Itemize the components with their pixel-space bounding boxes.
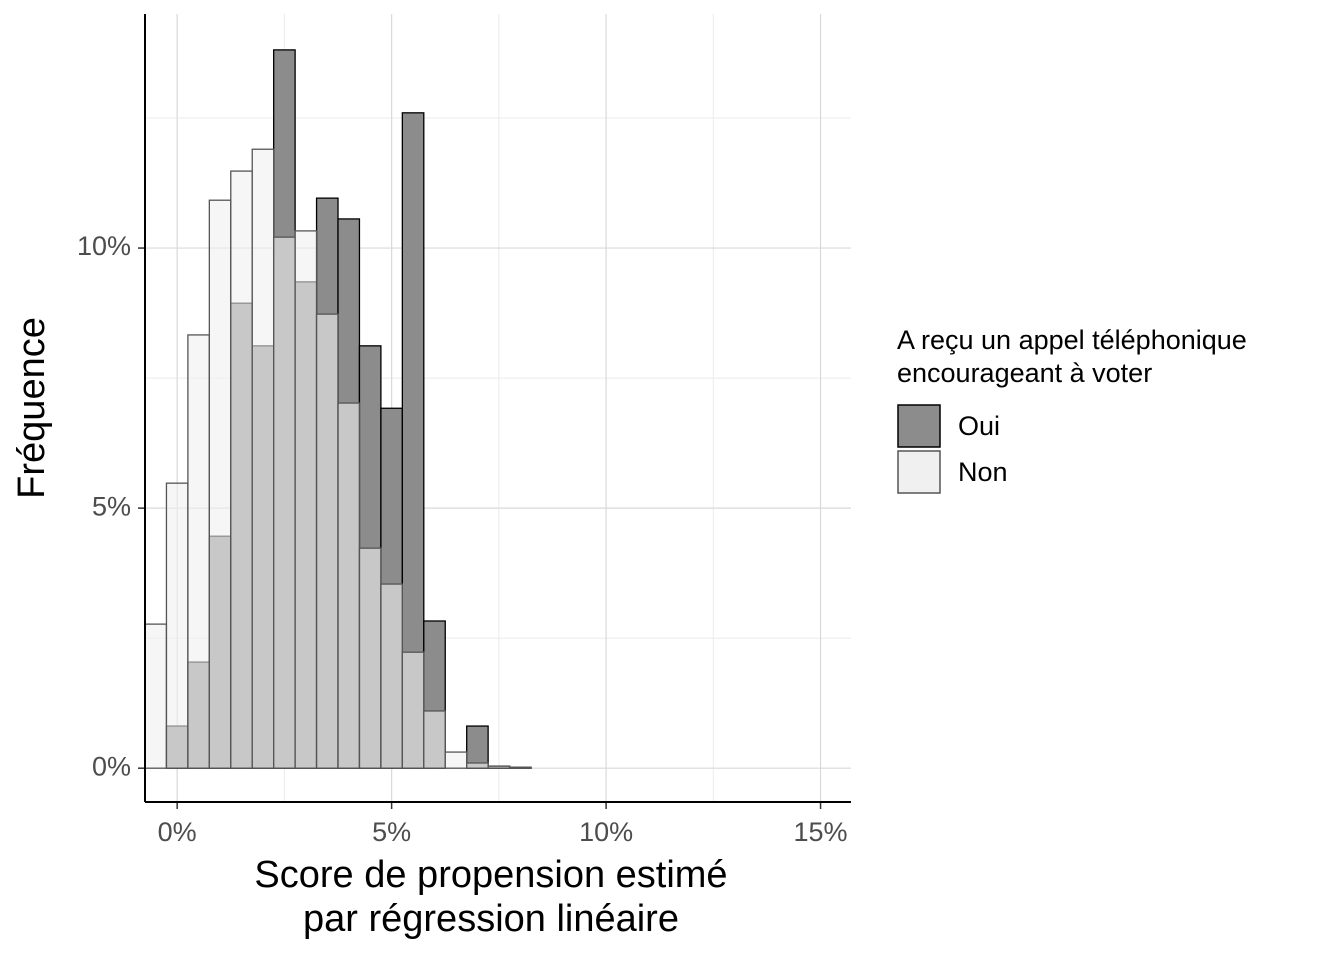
histogram-bar — [423, 710, 446, 769]
histogram-bar — [487, 765, 511, 769]
y-tick-label: 10% — [77, 231, 131, 261]
histogram-bar — [358, 547, 382, 769]
histogram-bar — [466, 725, 489, 769]
histogram-bar — [187, 334, 210, 769]
histogram-bar — [337, 402, 361, 769]
x-tick-label: 5% — [372, 817, 411, 847]
histogram-bar — [444, 751, 468, 769]
x-axis-title: par régression linéaire — [303, 898, 679, 940]
y-tick-label: 5% — [92, 491, 131, 521]
histogram-bar — [380, 583, 404, 769]
legend-title: encourageant à voter — [897, 358, 1152, 388]
histogram-bar — [273, 236, 296, 769]
legend-label: Non — [958, 457, 1008, 487]
histogram-bar — [315, 313, 339, 769]
y-axis-title: Fréquence — [11, 317, 53, 499]
histogram-bar — [401, 651, 425, 769]
legend-label: Oui — [958, 411, 1000, 441]
histogram-bar — [165, 482, 189, 769]
x-tick-label: 15% — [794, 817, 848, 847]
histogram-bar — [208, 199, 232, 769]
histogram-bar — [294, 230, 318, 769]
histogram-bar — [508, 766, 532, 769]
x-axis-title: Score de propension estimé — [254, 854, 727, 896]
x-tick-label: 0% — [158, 817, 197, 847]
histogram-bar — [144, 623, 168, 769]
legend-key — [897, 404, 941, 448]
histogram-bar — [466, 762, 489, 769]
x-tick-label: 10% — [579, 817, 633, 847]
legend-title: A reçu un appel téléphonique — [897, 325, 1247, 355]
histogram-bar — [251, 148, 275, 769]
histogram-bar — [230, 170, 253, 769]
y-tick-label: 0% — [92, 751, 131, 781]
legend-key — [897, 450, 941, 494]
